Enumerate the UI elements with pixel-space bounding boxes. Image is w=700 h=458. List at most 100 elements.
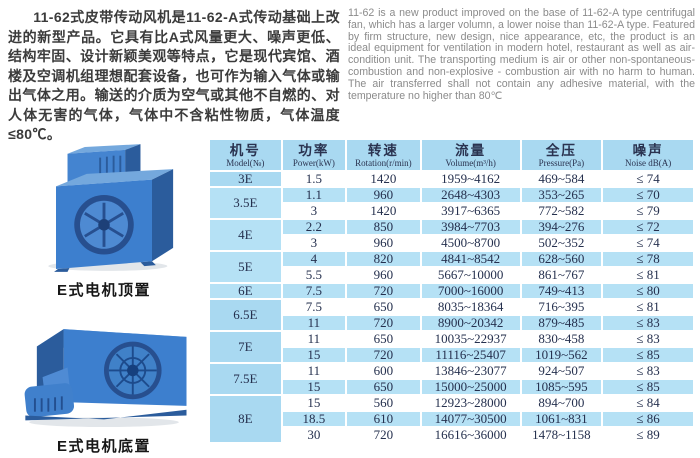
spec-cell: 879~485 [521, 316, 602, 330]
spec-cell: 30 [282, 428, 346, 442]
spec-cell: 13846~23077 [421, 364, 520, 378]
spec-cell: 1061~831 [521, 412, 602, 426]
column-header-pressure: 全压 Pressure(Pa) [521, 140, 602, 170]
table-row: 6E 7.5 720 7000~16000 749~413 ≤ 80 [210, 284, 693, 298]
header-rotation-en: Rotation(r/min) [355, 157, 412, 168]
spec-cell: 1420 [347, 204, 420, 218]
fan-motor-top-figure: E式电机顶置 [8, 144, 200, 300]
table-row: 11 720 8900~20342 879~485 ≤ 83 [210, 316, 693, 330]
spec-cell: 1.5 [282, 172, 346, 186]
column-header-rotation: 转速 Rotation(r/min) [347, 140, 420, 170]
spec-cell: 4500~8700 [421, 236, 520, 250]
spec-cell: 924~507 [521, 364, 602, 378]
spec-cell: ≤ 84 [603, 396, 693, 410]
header-volume-zh: 流量 [455, 142, 487, 158]
model-cell: 7E [210, 332, 281, 362]
product-photos: E式电机顶置 [0, 138, 208, 456]
content-section: E式电机顶置 [0, 138, 700, 456]
spec-cell: 7000~16000 [421, 284, 520, 298]
table-row: 18.5 610 14077~30500 1061~831 ≤ 86 [210, 412, 693, 426]
model-cell: 4E [210, 220, 281, 250]
spec-cell: 861~767 [521, 268, 602, 282]
table-row: 8E 15 560 12923~28000 894~700 ≤ 84 [210, 396, 693, 442]
header-model-zh: 机号 [229, 142, 261, 158]
spec-cell: ≤ 86 [603, 412, 693, 426]
spec-cell: 12923~28000 [421, 396, 520, 410]
spec-cell: ≤ 79 [603, 204, 693, 218]
spec-cell: 394~276 [521, 220, 602, 234]
spec-cell: 11116~25407 [421, 348, 520, 362]
table-row: 3E 1.5 1420 1959~4162 469~584 ≤ 74 [210, 172, 693, 186]
spec-cell: 749~413 [521, 284, 602, 298]
spec-cell: ≤ 85 [603, 348, 693, 362]
spec-cell: 2.2 [282, 220, 346, 234]
spec-cell: 5.5 [282, 268, 346, 282]
table-row: 3.5E 1.1 960 2648~4303 353~265 ≤ 70 [210, 188, 693, 218]
table-row: 5E 4 820 4841~8542 628~560 ≤ 78 [210, 252, 693, 282]
spec-cell: 650 [347, 332, 420, 346]
fan-motor-top-caption: E式电机顶置 [56, 282, 151, 299]
spec-cell: 894~700 [521, 396, 602, 410]
spec-cell: 720 [347, 428, 420, 442]
model-cell: 8E [210, 396, 281, 442]
spec-cell: 850 [347, 220, 420, 234]
spec-cell: 11 [282, 316, 346, 330]
spec-cell: 628~560 [521, 252, 602, 266]
spec-cell: 1085~595 [521, 380, 602, 394]
spec-cell: 5667~10000 [421, 268, 520, 282]
table-row: 30 720 16616~36000 1478~1158 ≤ 89 [210, 428, 693, 442]
spec-cell: 10035~22937 [421, 332, 520, 346]
intro-paragraph-english: 11-62 is a new product improved on the b… [348, 7, 695, 102]
spec-cell: ≤ 85 [603, 380, 693, 394]
spec-cell: 772~582 [521, 204, 602, 218]
spec-cell: ≤ 83 [603, 364, 693, 378]
header-model-en: Model(№) [226, 157, 265, 168]
spec-cell: 610 [347, 412, 420, 426]
column-header-model: 机号 Model(№) [210, 140, 281, 170]
spec-cell: 502~352 [521, 236, 602, 250]
table-row: 15 720 11116~25407 1019~562 ≤ 85 [210, 348, 693, 362]
spec-cell: 469~584 [521, 172, 602, 186]
column-header-volume: 流量 Volume(m³/h) [421, 140, 520, 170]
table-row: 6.5E 7.5 650 8035~18364 716~395 ≤ 81 [210, 300, 693, 330]
spec-cell: 960 [347, 268, 420, 282]
spec-cell: 3984~7703 [421, 220, 520, 234]
spec-cell: 15 [282, 380, 346, 394]
spec-cell: 353~265 [521, 188, 602, 202]
spec-cell: ≤ 78 [603, 252, 693, 266]
spec-cell: 3 [282, 236, 346, 250]
spec-table-body: 3E 1.5 1420 1959~4162 469~584 ≤ 74 3.5E 1.1 960 2… [210, 172, 693, 442]
spec-cell: 8035~18364 [421, 300, 520, 314]
spec-cell: ≤ 89 [603, 428, 693, 442]
spec-cell: 600 [347, 364, 420, 378]
table-row: 7.5E 11 600 13846~23077 924~507 ≤ 83 [210, 364, 693, 394]
spec-cell: ≤ 72 [603, 220, 693, 234]
fan-motor-top-image [48, 144, 174, 272]
spec-cell: 18.5 [282, 412, 346, 426]
spec-cell: ≤ 81 [603, 268, 693, 282]
spec-cell: ≤ 70 [603, 188, 693, 202]
spec-cell: 650 [347, 300, 420, 314]
column-header-noise: 噪声 Noise dB(A) [603, 140, 693, 170]
fan-motor-bottom-caption: E式电机底置 [56, 438, 151, 455]
spec-cell: 1959~4162 [421, 172, 520, 186]
spec-cell: 560 [347, 396, 420, 410]
spec-cell: ≤ 83 [603, 332, 693, 346]
table-row: 3 960 4500~8700 502~352 ≤ 74 [210, 236, 693, 250]
spec-cell: ≤ 74 [603, 236, 693, 250]
spec-cell: 14077~30500 [421, 412, 520, 426]
spec-cell: 720 [347, 284, 420, 298]
spec-table: 机号 Model(№) 功率 Power(kW) 转速 Rotation(r/m… [208, 138, 695, 444]
spec-cell: 8900~20342 [421, 316, 520, 330]
header-noise-zh: 噪声 [632, 142, 664, 158]
spec-cell: 1.1 [282, 188, 346, 202]
model-cell: 3.5E [210, 188, 281, 218]
spec-cell: ≤ 74 [603, 172, 693, 186]
spec-cell: ≤ 81 [603, 300, 693, 314]
model-cell: 6.5E [210, 300, 281, 330]
spec-cell: 650 [347, 380, 420, 394]
spec-cell: 1019~562 [521, 348, 602, 362]
spec-cell: 11 [282, 364, 346, 378]
spec-cell: 960 [347, 236, 420, 250]
